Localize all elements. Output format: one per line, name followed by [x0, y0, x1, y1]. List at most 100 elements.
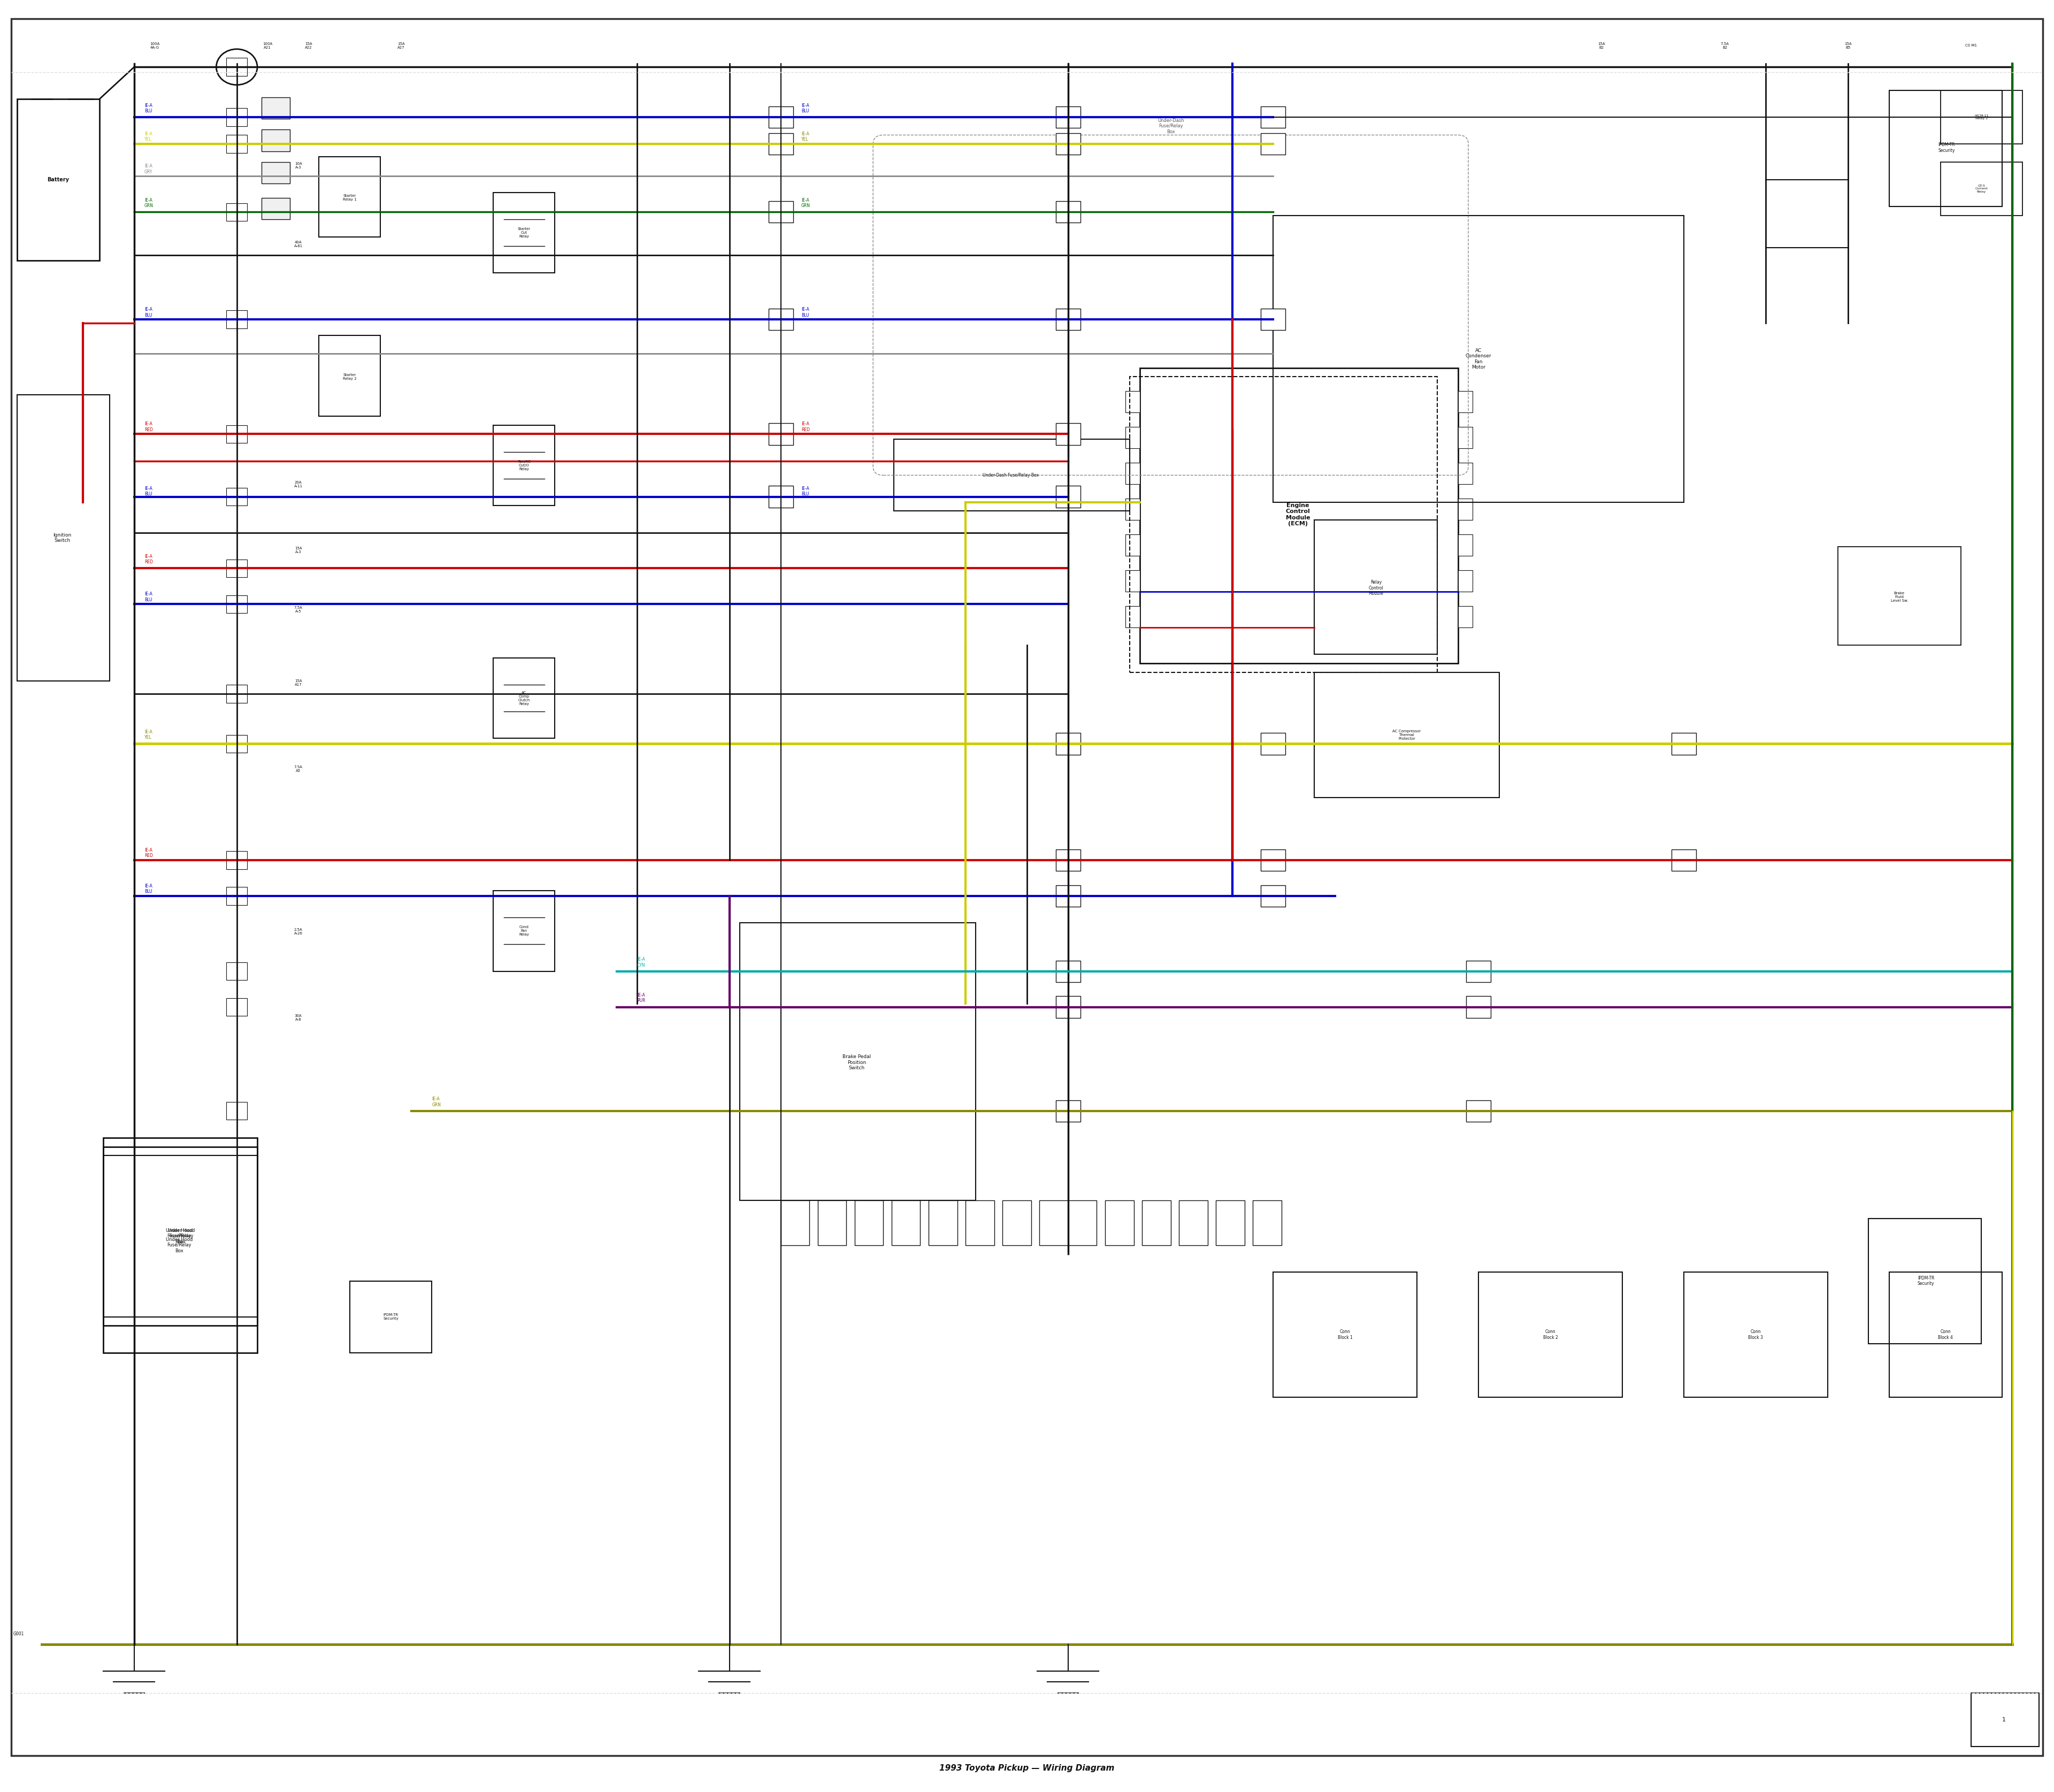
Text: IE-A
RED: IE-A RED: [801, 421, 809, 432]
Bar: [226, 202, 246, 220]
Bar: [1142, 1201, 1171, 1245]
Text: IE-A
BLU: IE-A BLU: [801, 306, 809, 317]
Text: Under Hood
Fuse/Relay
Box: Under Hood Fuse/Relay Box: [166, 1228, 193, 1244]
Text: Under Hood
Fuse/Relay
Box: Under Hood Fuse/Relay Box: [168, 1228, 195, 1244]
Text: GT-5
Current
Relay: GT-5 Current Relay: [1976, 185, 1988, 194]
Bar: [226, 425, 246, 443]
Text: IE-A
BLU: IE-A BLU: [144, 102, 152, 113]
Bar: [1056, 885, 1080, 907]
Bar: [493, 192, 555, 272]
Bar: [261, 197, 290, 219]
Bar: [1838, 547, 1962, 645]
Bar: [768, 308, 793, 330]
Text: 10A
A-3: 10A A-3: [294, 161, 302, 168]
Bar: [928, 1201, 957, 1245]
Text: Engine
Control
Module
(ECM): Engine Control Module (ECM): [1286, 502, 1310, 527]
Bar: [768, 106, 793, 127]
Bar: [965, 1201, 994, 1245]
Bar: [768, 486, 793, 507]
Bar: [261, 97, 290, 118]
Bar: [1039, 1201, 1068, 1245]
Text: Conn
Block 4: Conn Block 4: [1939, 1330, 1953, 1340]
Bar: [1261, 133, 1286, 154]
Bar: [1458, 534, 1473, 556]
Text: IE-A
YEL: IE-A YEL: [801, 131, 809, 142]
Text: Conn
Block 1: Conn Block 1: [1337, 1330, 1354, 1340]
Bar: [1941, 90, 2023, 143]
Bar: [1056, 1100, 1080, 1122]
Text: 40A
A-81: 40A A-81: [294, 240, 302, 247]
Bar: [1261, 308, 1286, 330]
Text: Under Hood
Fuse/Relay
Box: Under Hood Fuse/Relay Box: [166, 1236, 193, 1253]
Bar: [1253, 1201, 1282, 1245]
Text: 15A
B5: 15A B5: [1844, 41, 1851, 48]
Text: IE-A
BLU: IE-A BLU: [144, 883, 152, 894]
Text: 15A
A22: 15A A22: [304, 41, 312, 48]
Text: IE-A
YEL: IE-A YEL: [144, 729, 152, 740]
Bar: [261, 129, 290, 151]
Text: IE-A
RED: IE-A RED: [144, 421, 152, 432]
Text: Under-Dash
Fuse/Relay
Box: Under-Dash Fuse/Relay Box: [1158, 118, 1183, 134]
Bar: [1056, 486, 1080, 507]
Text: 7.5A
B2: 7.5A B2: [1721, 41, 1729, 48]
Text: IE-A
RED: IE-A RED: [144, 554, 152, 564]
Text: 15A
A17: 15A A17: [294, 679, 302, 686]
Text: 20A
A-11: 20A A-11: [294, 480, 302, 487]
Text: Starter
Cut
Relay: Starter Cut Relay: [518, 228, 530, 238]
Text: Under-Dash Fuse/Relay Box: Under-Dash Fuse/Relay Box: [982, 473, 1039, 478]
Bar: [1002, 1201, 1031, 1245]
Bar: [893, 439, 1130, 511]
Bar: [226, 1102, 246, 1120]
Bar: [493, 425, 555, 505]
Bar: [318, 335, 380, 416]
Bar: [1941, 161, 2023, 215]
Bar: [349, 1281, 431, 1353]
Bar: [768, 423, 793, 444]
Text: 1: 1: [2003, 1717, 2007, 1722]
Bar: [1179, 1201, 1208, 1245]
Text: Fan/AC
Cut/O
Relay: Fan/AC Cut/O Relay: [518, 461, 530, 471]
Bar: [1126, 498, 1140, 520]
Bar: [1890, 90, 2003, 206]
Text: AC
Comp
Clutch
Relay: AC Comp Clutch Relay: [518, 692, 530, 706]
Text: 15A
A27: 15A A27: [396, 41, 405, 48]
Text: IE-A
BLU: IE-A BLU: [144, 486, 152, 496]
Bar: [226, 887, 246, 905]
Text: 2.5A
A-26: 2.5A A-26: [294, 928, 302, 935]
Bar: [1126, 462, 1140, 484]
Bar: [1105, 1201, 1134, 1245]
Bar: [781, 1201, 809, 1245]
Text: IE-A
BLU: IE-A BLU: [801, 486, 809, 496]
Text: IE-A
GRY: IE-A GRY: [144, 163, 152, 174]
Bar: [768, 133, 793, 154]
Bar: [493, 658, 555, 738]
Text: IE-A
GRN: IE-A GRN: [144, 197, 154, 208]
Text: Starter
Relay 1: Starter Relay 1: [343, 194, 357, 201]
Bar: [1261, 106, 1286, 127]
Bar: [1273, 1272, 1417, 1398]
Text: Cond
Fan
Relay: Cond Fan Relay: [520, 925, 530, 935]
Bar: [226, 108, 246, 125]
Bar: [1672, 733, 1697, 754]
Text: IPDM-TR
Security: IPDM-TR Security: [1939, 142, 1955, 152]
Text: IE-A
PUR: IE-A PUR: [637, 993, 645, 1004]
Text: Brake Pedal
Position
Switch: Brake Pedal Position Switch: [842, 1054, 871, 1070]
Bar: [226, 595, 246, 613]
Bar: [1261, 733, 1286, 754]
Text: C0 M1: C0 M1: [1966, 43, 1978, 47]
Bar: [261, 161, 290, 183]
Text: IE-A
BLU: IE-A BLU: [144, 591, 152, 602]
Text: IPDM-TR
Security: IPDM-TR Security: [1918, 1276, 1935, 1287]
Bar: [1467, 961, 1491, 982]
Bar: [16, 99, 99, 260]
Bar: [103, 1138, 257, 1353]
Text: Conn
Block 3: Conn Block 3: [1748, 1330, 1762, 1340]
Bar: [226, 735, 246, 753]
Bar: [1458, 498, 1473, 520]
Bar: [817, 1201, 846, 1245]
Bar: [1458, 570, 1473, 591]
Bar: [493, 891, 555, 971]
Bar: [103, 1156, 257, 1317]
Bar: [1126, 570, 1140, 591]
Text: 7.5A
A5: 7.5A A5: [294, 765, 302, 772]
